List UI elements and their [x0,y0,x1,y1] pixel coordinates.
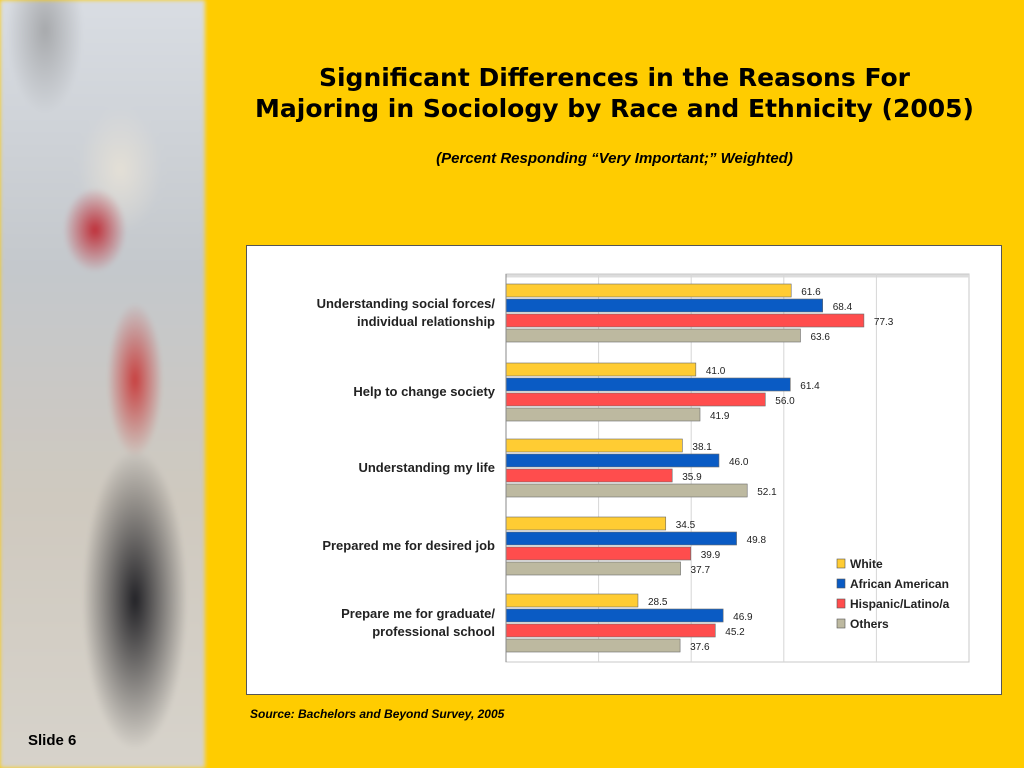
value-label: 45.2 [725,627,745,638]
slide-title: Significant Differences in the Reasons F… [205,62,1024,124]
value-label: 38.1 [692,442,712,453]
bar-hispanic-latino-a [505,468,673,483]
value-label: 41.9 [710,411,730,422]
source-note: Source: Bachelors and Beyond Survey, 200… [250,707,505,721]
background-photo [0,0,205,768]
value-label: 37.6 [690,642,710,653]
bar-african-american [505,298,823,313]
slide-number: Slide 6 [28,732,77,749]
title-line-2: Majoring in Sociology by Race and Ethnic… [255,94,974,123]
bar-white [505,438,683,453]
legend-swatch [836,618,846,629]
title-line-1: Significant Differences in the Reasons F… [318,63,911,92]
bar-white [505,362,697,377]
legend-label: White [850,557,883,571]
value-label: 77.3 [874,317,894,328]
bar-white [505,593,639,608]
category-label: individual relationship [357,314,495,329]
legend-swatch [836,558,846,569]
value-label: 46.9 [733,612,753,623]
bar-others [505,407,701,422]
bar-others [505,638,681,653]
value-label: 34.5 [676,520,696,531]
bar-hispanic-latino-a [505,392,766,407]
legend-label: Others [850,617,889,631]
chart-frame: 61.6 68.4 77.3 63.6 Understanding social for… [246,245,1002,695]
category-label: Help to change society [353,384,495,399]
value-label: 35.9 [682,472,702,483]
legend-swatch [836,598,846,609]
category-label: professional school [372,624,495,639]
value-label: 49.8 [747,535,767,546]
bar-others [505,483,748,498]
value-label: 41.0 [706,366,726,377]
category-label: Understanding social forces/ [317,296,496,311]
bar-african-american [505,608,724,623]
value-label: 28.5 [648,597,668,608]
value-label: 52.1 [757,487,777,498]
category-label: Understanding my life [358,460,495,475]
value-label: 63.6 [810,332,830,343]
value-label: 68.4 [833,302,853,313]
slide-subtitle: (Percent Responding “Very Important;” We… [436,150,793,167]
value-label: 39.9 [701,550,721,561]
bar-others [505,328,801,343]
bar-african-american [505,531,737,546]
bar-white [505,516,667,531]
legend-label: Hispanic/Latino/a [850,597,950,611]
value-label: 56.0 [775,396,795,407]
value-label: 61.4 [800,381,820,392]
bar-white [505,283,792,298]
bar-hispanic-latino-a [505,546,692,561]
bar-others [505,561,681,576]
bar-african-american [505,377,791,392]
legend-swatch [836,578,846,589]
value-label: 46.0 [729,457,749,468]
bar-hispanic-latino-a [505,313,865,328]
bar-chart: 61.6 68.4 77.3 63.6 Understanding social for… [317,273,970,663]
legend-label: African American [850,577,949,591]
bar-hispanic-latino-a [505,623,716,638]
category-label: Prepare me for graduate/ [341,606,495,621]
category-label: Prepared me for desired job [322,538,495,553]
value-label: 61.6 [801,287,821,298]
bar-african-american [505,453,720,468]
value-label: 37.7 [691,565,711,576]
